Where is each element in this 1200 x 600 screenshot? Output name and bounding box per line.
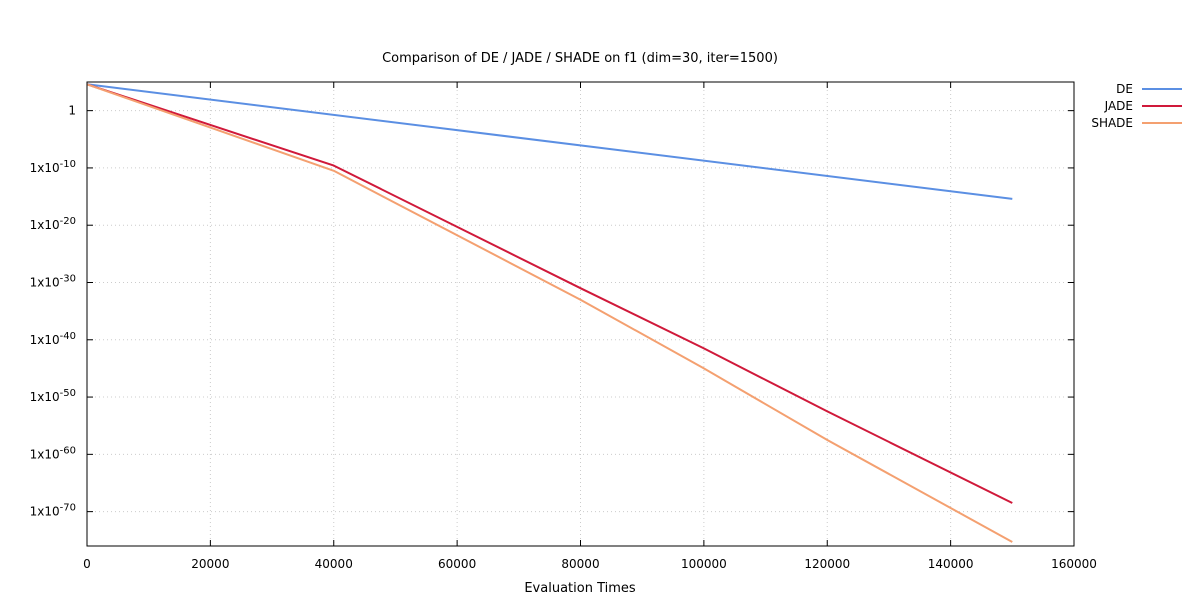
x-tick-label: 80000 (561, 557, 599, 571)
y-axis: 1 1x10-10 1x10-20 1x10-30 1x10-40 1x10-50 1x10… (30, 104, 1074, 519)
chart-title: Comparison of DE / JADE / SHADE on f1 (d… (382, 51, 778, 66)
x-tick-label: 160000 (1051, 557, 1097, 571)
y-tick-label: 1x10-40 (30, 331, 76, 347)
x-tick-label: 60000 (438, 557, 476, 571)
x-tick-label: 120000 (804, 557, 850, 571)
legend: DE JADE SHADE (1091, 82, 1182, 130)
y-tick-label: 1x10-70 (30, 503, 76, 519)
series-line-jade (86, 83, 1013, 504)
y-tick-label: 1 (68, 104, 76, 118)
y-tick-label: 1x10-20 (30, 216, 76, 232)
series-line-shade (86, 83, 1013, 543)
x-tick-label: 140000 (928, 557, 974, 571)
x-tick-label: 20000 (191, 557, 229, 571)
series-line-de (86, 83, 1013, 200)
legend-label-jade: JADE (1104, 99, 1133, 113)
grid (87, 82, 1074, 546)
x-tick-label: 100000 (681, 557, 727, 571)
legend-label-de: DE (1116, 82, 1133, 96)
series-layer (86, 83, 1013, 543)
x-tick-label: 0 (83, 557, 91, 571)
x-tick-label: 40000 (315, 557, 353, 571)
y-tick-label: 1x10-10 (30, 159, 76, 175)
x-axis-label: Evaluation Times (524, 581, 636, 596)
y-tick-label: 1x10-60 (30, 445, 76, 461)
legend-label-shade: SHADE (1091, 116, 1133, 130)
y-tick-label: 1x10-50 (30, 388, 76, 404)
x-axis: 0 20000 40000 60000 80000 100000 120000 140000 1… (83, 82, 1097, 571)
y-tick-label: 1x10-30 (30, 273, 76, 289)
